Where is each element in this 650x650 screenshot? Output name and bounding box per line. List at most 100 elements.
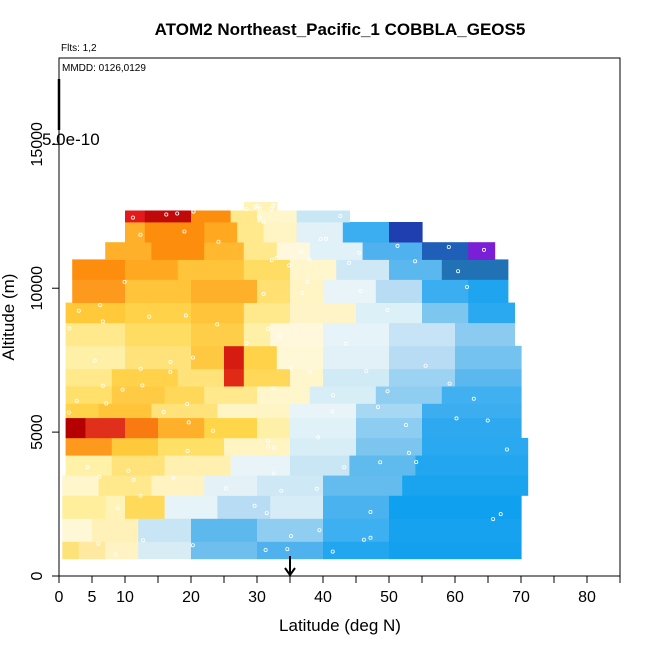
observation-point bbox=[423, 363, 428, 368]
heatmap-cell bbox=[468, 302, 515, 324]
x-tick-label: 40 bbox=[314, 589, 332, 606]
observation-point bbox=[269, 206, 274, 211]
heatmap-cell bbox=[389, 518, 522, 542]
heatmap-cell bbox=[125, 210, 146, 223]
y-tick-label: 5000 bbox=[29, 414, 46, 450]
heatmap-cell bbox=[105, 541, 139, 560]
observation-point bbox=[323, 236, 328, 241]
heatmap-cell bbox=[389, 222, 423, 243]
observation-point bbox=[279, 488, 284, 493]
observation-point bbox=[126, 468, 131, 473]
observation-point bbox=[271, 471, 276, 476]
heatmap-cell bbox=[455, 345, 522, 370]
observation-point bbox=[375, 405, 380, 410]
heatmap-cell bbox=[389, 495, 522, 519]
observation-point bbox=[447, 381, 452, 386]
heatmap-cell bbox=[191, 302, 245, 324]
heatmap-cell bbox=[309, 242, 364, 260]
chart-title: ATOM2 Northeast_Pacific_1 COBBLA_GEOS5 bbox=[155, 20, 526, 39]
observation-point bbox=[286, 263, 291, 268]
heatmap-cell bbox=[105, 495, 126, 519]
heatmap-cell bbox=[204, 242, 245, 260]
observation-point bbox=[358, 289, 363, 294]
observation-point bbox=[138, 493, 143, 498]
heatmap-cell bbox=[375, 279, 423, 303]
heatmap-cell bbox=[243, 201, 278, 211]
observation-point bbox=[368, 509, 373, 514]
heatmap-cell bbox=[204, 417, 258, 439]
observation-point bbox=[98, 302, 103, 307]
observation-point bbox=[164, 212, 169, 217]
observation-point bbox=[395, 243, 400, 248]
observation-point bbox=[266, 326, 271, 331]
observation-point bbox=[97, 474, 102, 479]
x-tick-label: 30 bbox=[248, 589, 266, 606]
heatmap-cell bbox=[356, 302, 423, 324]
heatmap-cell bbox=[62, 475, 100, 496]
observation-point bbox=[115, 506, 120, 511]
latitude-marker-arrow bbox=[284, 556, 296, 577]
heatmap-cell bbox=[158, 437, 225, 456]
observation-point bbox=[253, 204, 258, 209]
observation-point bbox=[96, 541, 101, 546]
heatmap-cell bbox=[111, 455, 166, 476]
heatmap-cell bbox=[441, 259, 509, 280]
observation-point bbox=[147, 314, 152, 319]
heatmap-cell bbox=[78, 541, 106, 560]
heatmap-cell bbox=[191, 345, 225, 370]
observation-point bbox=[330, 409, 335, 414]
observation-point bbox=[104, 401, 109, 406]
observation-point bbox=[446, 244, 451, 249]
observation-point bbox=[269, 258, 274, 263]
observation-point bbox=[364, 369, 369, 374]
observation-point bbox=[288, 534, 293, 539]
heatmap-cell bbox=[270, 322, 324, 347]
heatmap-cell bbox=[204, 222, 238, 243]
heatmap-cell bbox=[323, 368, 390, 387]
heatmap-cell bbox=[290, 437, 357, 456]
y-axis-title: Altitude (m) bbox=[0, 274, 18, 361]
heatmap-cell bbox=[72, 279, 126, 303]
heatmap-cell bbox=[323, 345, 390, 370]
observation-point bbox=[252, 503, 257, 508]
heatmap-cell bbox=[422, 279, 469, 303]
heatmap-cell bbox=[111, 386, 166, 404]
heatmap-cell bbox=[276, 345, 324, 370]
observation-point bbox=[456, 269, 461, 274]
heatmap-cell bbox=[138, 518, 192, 542]
observation-point bbox=[161, 410, 166, 415]
heatmap-cell bbox=[402, 475, 529, 496]
y-tick-label: 15000 bbox=[29, 122, 46, 167]
heatmap-cell bbox=[309, 386, 377, 404]
heatmap-cell bbox=[323, 475, 403, 496]
heatmap-cell bbox=[164, 455, 232, 476]
heatmap-cell bbox=[151, 475, 205, 496]
flights-label: Flts: 1,2 bbox=[61, 43, 97, 54]
observation-point bbox=[307, 257, 312, 262]
heatmap-cell bbox=[257, 210, 298, 223]
observation-point bbox=[85, 464, 90, 469]
observation-point bbox=[357, 250, 362, 255]
observation-point bbox=[131, 477, 136, 482]
heatmap-cell bbox=[230, 210, 258, 223]
heatmap-cell bbox=[125, 417, 159, 439]
observation-point bbox=[223, 486, 228, 491]
heatmap-cell bbox=[422, 437, 529, 456]
heatmap-cell bbox=[257, 386, 311, 404]
x-axis: 0 5 10 20 30 40 50 60 70 80 bbox=[55, 576, 621, 606]
heatmap-cell bbox=[323, 279, 377, 303]
heatmap-cell bbox=[191, 210, 232, 223]
observation-point bbox=[285, 547, 290, 552]
x-tick-label: 70 bbox=[512, 589, 530, 606]
heatmap-cell bbox=[98, 403, 152, 419]
heatmap-cell bbox=[191, 279, 258, 303]
heatmap-cell bbox=[468, 242, 496, 260]
observation-point bbox=[191, 209, 196, 214]
observation-point bbox=[100, 319, 105, 324]
heatmap-cell bbox=[296, 222, 344, 243]
x-tick-label: 60 bbox=[446, 589, 464, 606]
heatmap-cell bbox=[62, 541, 80, 560]
observation-point bbox=[471, 396, 476, 401]
heatmap-cell bbox=[243, 302, 291, 324]
observation-point bbox=[67, 326, 72, 331]
